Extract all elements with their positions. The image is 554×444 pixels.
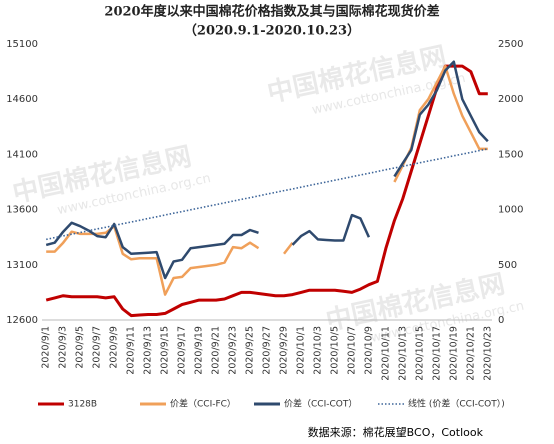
x-tick-label: 2020/9/19 [194,326,205,375]
y2-tick-label: 0 [498,315,504,326]
x-tick-label: 2020/9/9 [109,326,120,369]
x-tick-label: 2020/10/5 [329,326,340,375]
x-tick-label: 2020/10/13 [397,326,408,381]
x-tick-label: 2020/9/7 [92,326,103,369]
source: 数据来源：棉花展望BCO，Cotlook [308,425,484,439]
y2-tick-label: 1500 [498,149,523,160]
legend-label: 线性 (价差（CCI-COT）) [408,398,505,410]
y-tick-label: 15100 [6,39,38,50]
y-tick-label: 13100 [6,260,38,271]
y2-tick-label: 1000 [498,205,523,216]
x-tick-label: 2020/10/3 [312,326,323,375]
x-tick-label: 2020/9/21 [211,326,222,375]
x-tick-label: 2020/9/27 [262,326,273,375]
x-tick-label: 2020/9/17 [177,326,188,375]
x-tick-label: 2020/10/23 [482,326,493,381]
x-tick-label: 2020/9/13 [143,326,154,375]
y-tick-label: 13600 [6,205,38,216]
x-tick-label: 2020/9/3 [58,326,69,369]
series-line [45,60,489,280]
x-tick-label: 2020/9/25 [245,326,256,375]
x-tick-label: 2020/9/15 [160,326,171,375]
x-tick-label: 2020/10/7 [346,326,357,375]
series-line [45,64,488,318]
legend-label: 价差（CCI-COT） [284,398,357,410]
x-tick-label: 2020/9/11 [126,326,137,375]
chart-subtitle: （2020.9.1-2020.10.23） [184,23,360,39]
x-tick-label: 2020/10/17 [431,326,442,381]
x-tick-label: 2020/10/21 [465,326,476,381]
y-tick-label: 12600 [6,315,38,326]
x-tick-label: 2020/9/23 [228,326,239,375]
x-tick-label: 2020/10/1 [295,326,306,375]
y-tick-label: 14100 [6,149,38,160]
x-tick-label: 2020/10/15 [414,326,425,381]
legend-label: 3128B [68,400,97,410]
x-tick-label: 2020/9/29 [278,326,289,375]
y2-tick-label: 2000 [498,94,523,105]
y2-tick-label: 2500 [498,39,523,50]
x-tick-label: 2020/9/5 [75,326,86,369]
y2-tick-label: 500 [498,260,517,271]
series-line [46,148,488,241]
legend-label: 价差（CCI-FC） [170,398,236,410]
x-tick-label: 2020/10/11 [380,326,391,381]
y-tick-label: 14600 [6,94,38,105]
x-tick-label: 2020/9/1 [41,326,52,369]
x-tick-label: 2020/10/9 [363,326,374,375]
x-tick-label: 2020/10/19 [448,326,459,381]
chart-title: 2020年度以来中国棉花价格指数及其与国际棉花现货价差 [104,4,439,20]
